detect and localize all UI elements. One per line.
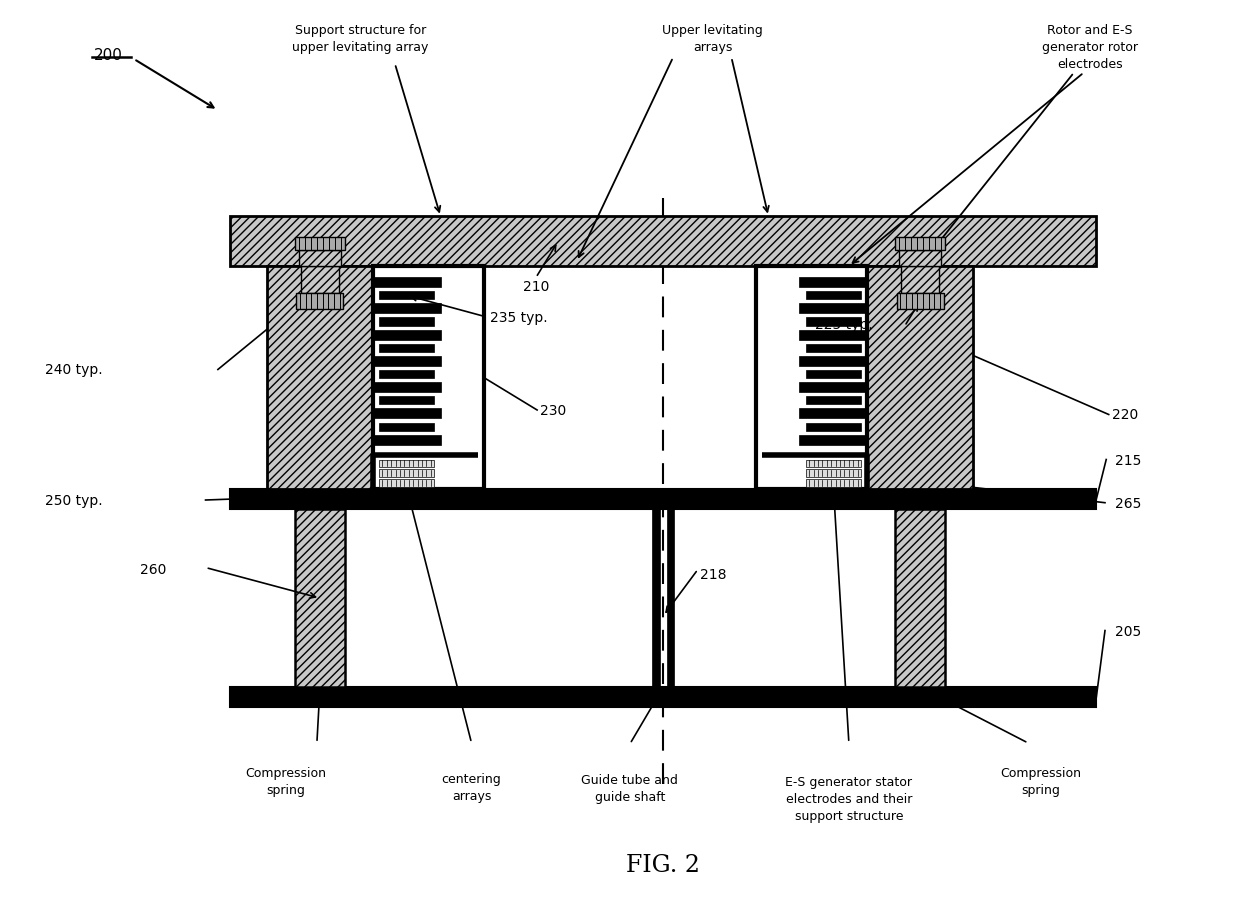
Text: 200: 200: [94, 48, 123, 63]
Text: E-S generator stator
electrodes and their
support structure: E-S generator stator electrodes and thei…: [785, 775, 913, 822]
Bar: [295, 510, 345, 687]
Bar: [378, 292, 434, 300]
Bar: [899, 251, 941, 267]
Bar: [378, 480, 434, 487]
Text: 215: 215: [1115, 453, 1141, 467]
Bar: [895, 510, 945, 687]
Bar: [295, 238, 345, 251]
Bar: [800, 409, 868, 419]
Text: Guide tube and
guide shaft: Guide tube and guide shaft: [582, 773, 678, 803]
Bar: [372, 278, 440, 288]
Text: Compression
spring: Compression spring: [246, 766, 326, 796]
Bar: [372, 436, 440, 446]
Bar: [372, 409, 440, 419]
Text: Upper levitating
arrays: Upper levitating arrays: [662, 23, 763, 54]
Bar: [372, 356, 440, 366]
Text: 205: 205: [1115, 624, 1141, 638]
Text: FIG. 2: FIG. 2: [626, 853, 701, 876]
Text: 235 typ.: 235 typ.: [490, 311, 548, 325]
Bar: [378, 345, 434, 353]
Bar: [231, 687, 1096, 707]
Bar: [378, 460, 434, 467]
Text: 210: 210: [523, 281, 549, 294]
Bar: [372, 382, 440, 392]
Bar: [800, 304, 868, 314]
Bar: [756, 267, 868, 490]
Text: Compression
spring: Compression spring: [1001, 766, 1081, 796]
Bar: [378, 397, 434, 405]
Bar: [806, 470, 862, 477]
Bar: [806, 345, 862, 353]
Text: 218: 218: [701, 567, 727, 581]
Bar: [296, 294, 343, 309]
Bar: [378, 423, 434, 431]
Bar: [895, 238, 945, 251]
Bar: [378, 470, 434, 477]
Text: Support structure for
upper levitating array: Support structure for upper levitating a…: [291, 23, 428, 54]
Bar: [806, 397, 862, 405]
Bar: [268, 267, 372, 490]
Bar: [800, 382, 868, 392]
Text: 250 typ.: 250 typ.: [45, 493, 103, 508]
Bar: [378, 318, 434, 327]
Text: Rotor and E-S
generator rotor
electrodes: Rotor and E-S generator rotor electrodes: [1042, 23, 1138, 71]
Bar: [868, 267, 972, 490]
Bar: [800, 330, 868, 340]
Bar: [652, 510, 660, 687]
Bar: [800, 356, 868, 366]
Bar: [806, 423, 862, 431]
Bar: [372, 330, 440, 340]
Text: 225 typ.: 225 typ.: [816, 318, 873, 332]
Bar: [800, 278, 868, 288]
Text: 265: 265: [1115, 496, 1141, 511]
Text: 260: 260: [140, 563, 166, 576]
Text: 240 typ.: 240 typ.: [45, 364, 103, 377]
Bar: [667, 510, 675, 687]
Bar: [301, 267, 339, 294]
Bar: [806, 292, 862, 300]
Bar: [378, 371, 434, 379]
Bar: [231, 217, 1096, 267]
Bar: [372, 304, 440, 314]
Bar: [800, 436, 868, 446]
Bar: [806, 480, 862, 487]
Bar: [231, 490, 1096, 510]
Bar: [372, 267, 484, 490]
Bar: [806, 371, 862, 379]
Bar: [806, 318, 862, 327]
Bar: [806, 460, 862, 467]
Bar: [897, 294, 944, 309]
Text: 220: 220: [1112, 408, 1138, 422]
Text: 230: 230: [539, 403, 565, 418]
Bar: [901, 267, 939, 294]
Bar: [299, 251, 341, 267]
Text: centering
arrays: centering arrays: [441, 772, 501, 802]
